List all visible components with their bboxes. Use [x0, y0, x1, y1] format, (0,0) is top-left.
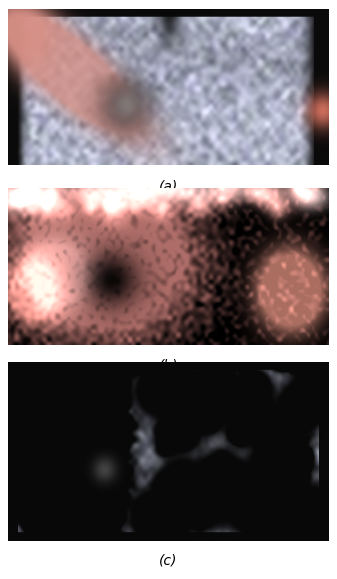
- Text: (c): (c): [159, 554, 178, 568]
- Text: (b): (b): [159, 358, 178, 372]
- Text: (a): (a): [159, 179, 178, 193]
